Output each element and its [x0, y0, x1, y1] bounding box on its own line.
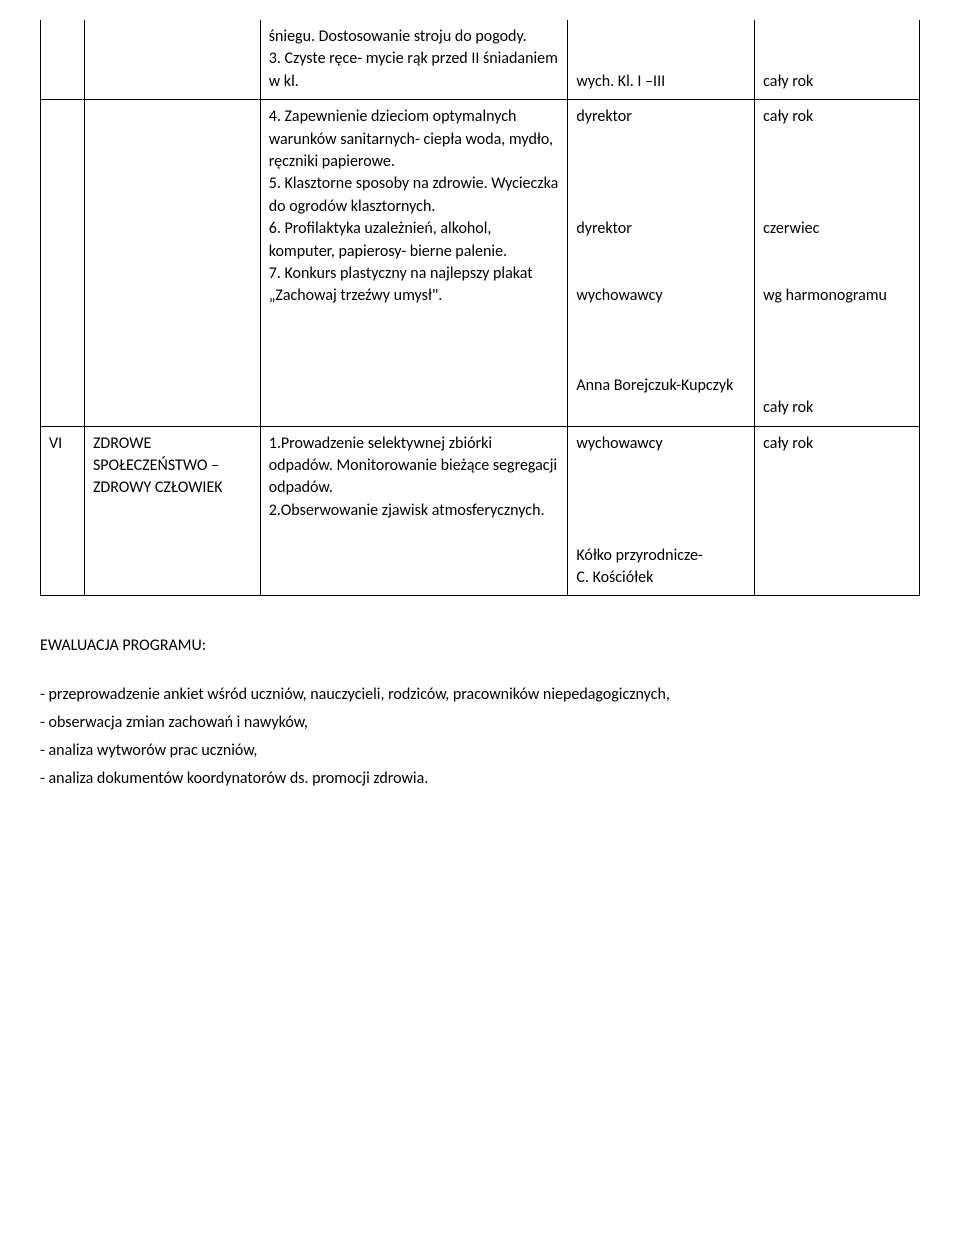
cell-task: śniegu. Dostosowanie stroju do pogody. 3…: [260, 20, 568, 100]
evaluation-list: - przeprowadzenie ankiet wśród uczniów, …: [40, 683, 920, 791]
term-item: cały rok: [763, 397, 911, 419]
cell-area: [84, 20, 260, 100]
term-item: wg harmonogramu: [763, 285, 911, 375]
table-row: 4. Zapewnienie dzieciom optymalnych waru…: [41, 100, 920, 426]
evaluation-heading: EWALUACJA PROGRAMU:: [40, 636, 920, 655]
task-item: 2.Obserwowanie zjawisk atmosferycznych.: [269, 500, 560, 522]
term-item: cały rok: [763, 106, 911, 218]
task-item: 4. Zapewnienie dzieciom optymalnych waru…: [269, 106, 560, 173]
resp-item: wychowawcy: [576, 433, 746, 545]
task-item: 5. Klasztorne sposoby na zdrowie. Wyciec…: [269, 173, 560, 218]
task-item: 7. Konkurs plastyczny na najlepszy plaka…: [269, 263, 560, 308]
cell-responsible: dyrektor dyrektor wychowawcy Anna Borejc…: [568, 100, 755, 426]
list-item: - obserwacja zmian zachowań i nawyków,: [40, 711, 920, 735]
resp-item: dyrektor: [576, 218, 746, 285]
cell-responsible: wych. Kl. I –III: [568, 20, 755, 100]
resp-item: wychowawcy: [576, 285, 746, 375]
cell-num: [41, 20, 85, 100]
cell-term: cały rok: [755, 20, 920, 100]
spacer: [763, 375, 911, 397]
program-table: śniegu. Dostosowanie stroju do pogody. 3…: [40, 20, 920, 596]
term-item: czerwiec: [763, 218, 911, 285]
cell-num: [41, 100, 85, 426]
cell-responsible: wychowawcy Kółko przyrodnicze- C. Kośció…: [568, 426, 755, 596]
resp-item: Anna Borejczuk-Kupczyk: [576, 375, 746, 397]
cell-area: [84, 100, 260, 426]
text: cały rok: [763, 72, 813, 91]
table-row: śniegu. Dostosowanie stroju do pogody. 3…: [41, 20, 920, 100]
table-row: VI ZDROWE SPOŁECZEŃSTWO – ZDROWY CZŁOWIE…: [41, 426, 920, 596]
evaluation-section: EWALUACJA PROGRAMU: - przeprowadzenie an…: [40, 636, 920, 791]
list-item: - analiza dokumentów koordynatorów ds. p…: [40, 767, 920, 791]
cell-term: cały rok: [755, 426, 920, 596]
cell-term: cały rok czerwiec wg harmonogramu cały r…: [755, 100, 920, 426]
task-item: 1.Prowadzenie selektywnej zbiórki odpadó…: [269, 433, 560, 500]
cell-task: 1.Prowadzenie selektywnej zbiórki odpadó…: [260, 426, 568, 596]
cell-task: 4. Zapewnienie dzieciom optymalnych waru…: [260, 100, 568, 426]
resp-item: Kółko przyrodnicze- C. Kościółek: [576, 545, 746, 590]
cell-area: ZDROWE SPOŁECZEŃSTWO – ZDROWY CZŁOWIEK: [84, 426, 260, 596]
cell-num: VI: [41, 426, 85, 596]
resp-item: dyrektor: [576, 106, 746, 218]
text: wych. Kl. I –III: [576, 72, 665, 91]
term-item: cały rok: [763, 433, 911, 455]
list-item: - analiza wytworów prac uczniów,: [40, 739, 920, 763]
list-item: - przeprowadzenie ankiet wśród uczniów, …: [40, 683, 920, 707]
task-item: 6. Profilaktyka uzależnień, alkohol, kom…: [269, 218, 560, 263]
